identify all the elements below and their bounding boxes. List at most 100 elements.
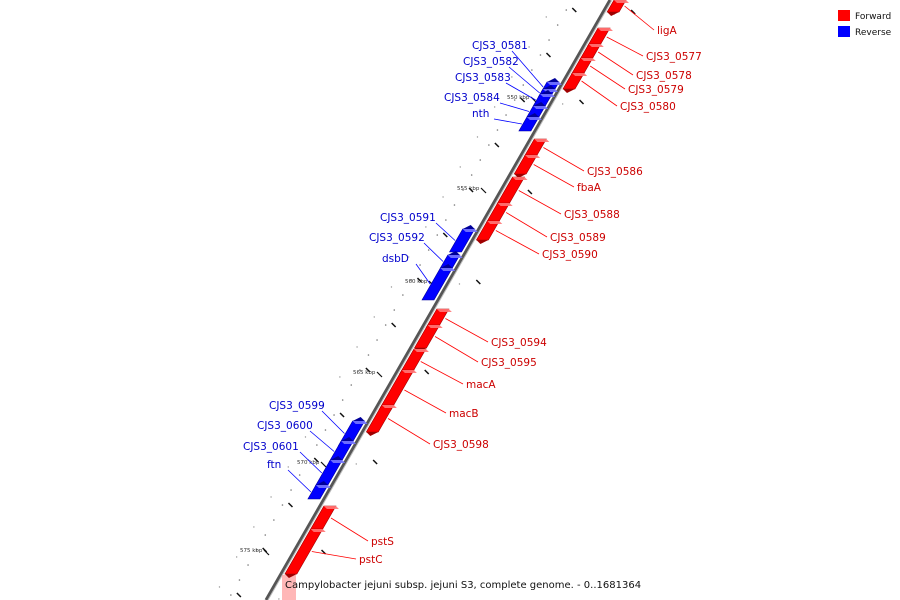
grid-dot (496, 129, 499, 131)
leader-line (624, 5, 655, 31)
leader-line (508, 66, 540, 94)
grid-dot (339, 376, 341, 378)
leader-line (511, 50, 544, 88)
grid-dot (462, 189, 464, 191)
leader-line (533, 164, 575, 188)
grid-dot (350, 384, 353, 386)
grid-dot (281, 504, 284, 506)
gene-label: CJS3_0580 (620, 101, 676, 113)
tick-dash (442, 232, 448, 238)
tick-marks: 550 kbp 555 kbp 560 kbp 565 kbp 570 kbp 575 k… (236, 7, 636, 598)
grid-dot (453, 204, 456, 206)
grid-dot (488, 144, 490, 146)
gene-label: pstS (371, 536, 394, 548)
gene-cjs3-0598 (365, 404, 397, 436)
legend-forward-label: Forward (855, 12, 891, 22)
grid-dot (304, 436, 307, 438)
grid-dot (270, 496, 272, 498)
tick-dash (236, 592, 242, 598)
grid-dot (333, 414, 335, 416)
grid-dot (321, 406, 324, 408)
gene-label: CJS3_0592 (369, 232, 425, 244)
grid-dot (458, 283, 461, 285)
leader-line (606, 36, 644, 57)
gene-label: macB (449, 408, 479, 420)
leader-line (518, 190, 562, 215)
grid-dot (548, 39, 550, 41)
tick-dash (475, 279, 481, 285)
tick-label: 560 kbp (405, 279, 428, 285)
grid-dot (393, 309, 396, 311)
grid-dot (436, 234, 439, 236)
leader-line (581, 80, 618, 107)
leader-line (495, 230, 540, 255)
tick-dash (578, 99, 585, 105)
grid-dot (290, 489, 292, 491)
tick-dash (494, 142, 500, 148)
grid-dot (505, 114, 507, 116)
gene-label: ftn (267, 459, 281, 471)
grid-dot (493, 106, 496, 108)
legend-reverse-swatch (838, 26, 850, 37)
tick-dash (527, 189, 533, 195)
gene-features (284, 0, 629, 578)
grid-dot (445, 219, 447, 221)
gene-label: CJS3_0599 (269, 400, 325, 412)
leader-line (434, 336, 479, 363)
gene-label: macA (466, 379, 496, 391)
grid-dot (356, 346, 358, 348)
grid-dot (238, 579, 241, 581)
legend: Forward Reverse (838, 10, 892, 38)
grid-dot (419, 264, 421, 266)
grid-dot (410, 279, 413, 281)
tick-mark (263, 549, 270, 556)
tick-dash (424, 369, 430, 375)
tick-dash (365, 367, 371, 373)
grid-dot (402, 294, 404, 296)
legend-forward-swatch (838, 10, 850, 21)
leader-line (505, 212, 548, 238)
leader-line (423, 242, 444, 262)
gene-label: CJS3_0581 (472, 40, 528, 52)
tick-dash (571, 7, 577, 13)
grid-dot (359, 369, 361, 371)
leader-line (321, 410, 345, 434)
grid-dot (373, 316, 375, 318)
grid-dot (531, 69, 533, 71)
gene-label: nth (472, 108, 489, 120)
gene-nth (518, 113, 542, 132)
gene-label: fbaA (577, 182, 602, 194)
tick-dash (630, 9, 636, 15)
grid-dot (476, 136, 479, 138)
gene-label: dsbD (382, 253, 409, 265)
leader-line (330, 517, 369, 542)
grid-dot (425, 226, 427, 228)
gene-liga (606, 0, 629, 16)
leader-line (309, 430, 335, 452)
grid-dot (218, 586, 221, 588)
genome-backbone-highlight (267, 0, 613, 600)
grid-dot (427, 249, 430, 251)
gene-label: CJS3_0577 (646, 51, 702, 63)
leader-line (505, 82, 536, 101)
leader-line (493, 118, 522, 125)
gene-label: CJS3_0589 (550, 232, 606, 244)
grid-dot (442, 196, 444, 198)
tick-dash (520, 97, 526, 103)
leader-line (597, 51, 634, 76)
leader-line (311, 551, 357, 560)
leader-line (445, 318, 489, 343)
grid-dot (511, 76, 513, 78)
grid-dot (459, 166, 461, 168)
tick-dash (468, 187, 474, 193)
grid-dot (230, 594, 232, 596)
gene-label: pstC (359, 554, 383, 566)
leader-line (589, 65, 626, 90)
grid-dot (316, 444, 318, 446)
leader-line (435, 222, 456, 241)
gene-label: CJS3_0588 (564, 209, 620, 221)
grid-dot (565, 9, 568, 11)
highlight-region (282, 575, 296, 600)
gene-ftn (307, 481, 331, 500)
